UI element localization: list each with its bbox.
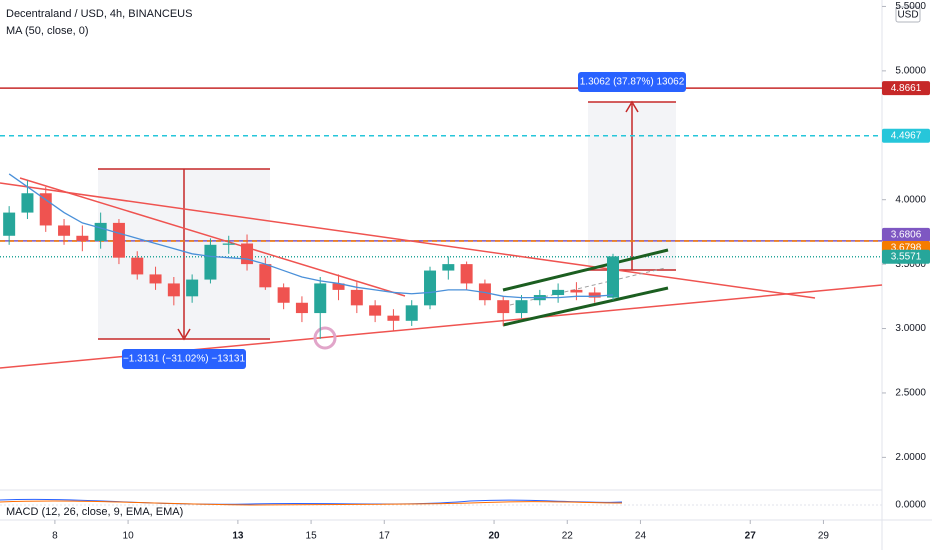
candle-body xyxy=(460,264,473,284)
x-tick-label: 13 xyxy=(232,531,244,542)
x-tick-label: 24 xyxy=(635,531,647,542)
x-tick-label: 22 xyxy=(562,531,574,542)
candle-body xyxy=(76,235,89,241)
x-tick-label: 10 xyxy=(123,531,135,542)
candle-body xyxy=(167,283,180,297)
candle-body xyxy=(515,300,528,314)
channel-line xyxy=(502,248,669,292)
candle-body xyxy=(21,193,34,213)
price-tag xyxy=(882,81,930,96)
signal-line xyxy=(0,500,623,506)
currency-box[interactable] xyxy=(895,6,921,23)
y-tick-label: 4.0000 xyxy=(895,194,926,205)
candle-body xyxy=(277,287,290,303)
x-tick-label: 27 xyxy=(745,531,757,542)
candle-body xyxy=(131,257,144,275)
candle-body xyxy=(588,292,601,298)
candle-body xyxy=(350,289,363,306)
annotation-box xyxy=(578,72,686,92)
macd-label: MACD (12, 26, close, 9, EMA, EMA) xyxy=(6,506,183,518)
candle-body xyxy=(369,305,382,316)
price-tag-label: 3.6798 xyxy=(891,243,922,254)
y-tick-label: 3.0000 xyxy=(895,323,926,334)
ma-line xyxy=(8,173,614,299)
price-tag-label: 3.5571 xyxy=(891,251,922,262)
arrow-head xyxy=(625,100,639,113)
candle-body xyxy=(58,225,71,236)
candle-body xyxy=(387,315,400,321)
channel-line xyxy=(502,286,669,327)
candle-body xyxy=(3,212,16,236)
trend-line xyxy=(19,177,406,297)
candle-body xyxy=(314,283,327,314)
y-tick-label: 5.5000 xyxy=(895,1,926,12)
candle-body xyxy=(222,243,235,245)
legend-bg xyxy=(0,6,240,36)
channel-mid xyxy=(509,267,666,306)
annotation: −1.3131 (−31.02%) −13131 xyxy=(123,354,245,365)
candle-body xyxy=(94,222,107,241)
candle-body xyxy=(332,283,345,290)
candle-body xyxy=(39,193,52,226)
candle-body xyxy=(552,289,565,296)
annotation: 1.3062 (37.87%) 13062 xyxy=(580,77,685,88)
candle-body xyxy=(405,305,418,321)
highlight-circle xyxy=(313,326,337,350)
candle-body xyxy=(112,222,125,258)
y-tick-label: 5.0000 xyxy=(895,66,926,77)
price-tag-label: 4.4967 xyxy=(891,130,922,141)
price-tag xyxy=(882,128,930,143)
arrow-head xyxy=(177,328,191,341)
x-tick-label: 20 xyxy=(489,531,501,542)
candle-body xyxy=(204,244,217,280)
candle-body xyxy=(149,274,162,284)
candle-body xyxy=(424,270,437,306)
candle-body xyxy=(186,279,199,297)
chart-title: Decentraland / USD, 4h, BINANCEUS xyxy=(6,8,192,20)
candle-body xyxy=(570,289,583,293)
candle-body xyxy=(497,300,510,314)
x-tick-label: 15 xyxy=(306,531,318,542)
currency: USD xyxy=(897,10,918,21)
x-tick-label: 17 xyxy=(379,531,391,542)
y-tick-label: 2.5000 xyxy=(895,388,926,399)
candle-body xyxy=(607,256,620,298)
candle-body xyxy=(295,302,308,314)
x-tick-label: 29 xyxy=(818,531,830,542)
y-tick-label: 3.5000 xyxy=(895,259,926,270)
trend-line xyxy=(0,182,816,299)
annotation-box xyxy=(122,349,246,369)
indicator-label: MA (50, close, 0) xyxy=(6,25,89,37)
price-tag-label: 4.8661 xyxy=(891,83,922,94)
price-tag xyxy=(882,249,930,264)
candle-body xyxy=(241,243,254,265)
x-tick-label: 8 xyxy=(52,531,58,542)
price-tag xyxy=(882,227,930,242)
macd-line xyxy=(0,498,623,505)
price-tag-label: 3.6806 xyxy=(891,229,922,240)
y-tick-label: 0.0000 xyxy=(895,500,926,511)
candle-body xyxy=(442,264,455,271)
y-tick-label: 2.0000 xyxy=(895,452,926,463)
candle-body xyxy=(259,264,272,288)
